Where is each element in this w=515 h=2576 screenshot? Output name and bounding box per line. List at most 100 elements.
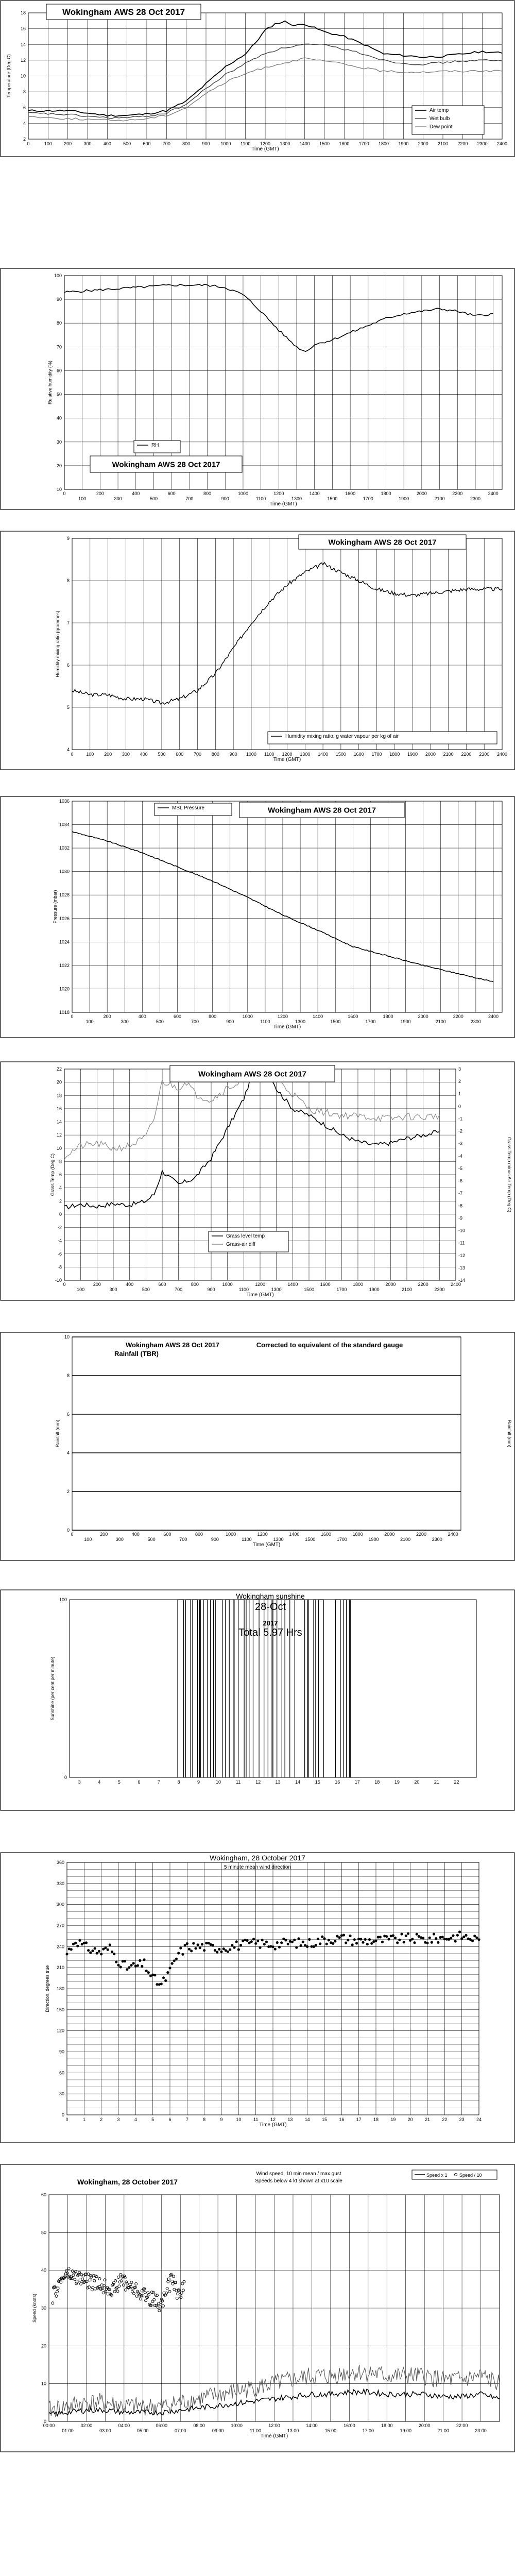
x-tick-label: 200 <box>104 752 112 757</box>
x-tick-label: 900 <box>230 752 237 757</box>
wind-direction-point <box>381 1940 384 1943</box>
x-tick-label: 2100 <box>443 752 454 757</box>
y-tick-label: 2 <box>23 137 26 142</box>
wind-direction-point <box>340 1934 343 1937</box>
x-tick-label: 1700 <box>365 1019 375 1024</box>
y-tick-label: 60 <box>57 368 62 373</box>
wind-direction-point <box>471 1939 474 1942</box>
x-tick-label: 8 <box>203 2117 205 2122</box>
chart-note: Corrected to equivalent of the standard … <box>256 1341 403 1349</box>
x-tick-label: 10 <box>216 1780 221 1785</box>
wind-scaled-point <box>172 2275 175 2278</box>
wind-direction-point <box>205 1941 208 1945</box>
legend-label: Air temp <box>430 108 449 113</box>
x-axis-label: Time (GMT) <box>253 1542 281 1548</box>
chart-date: 28-Oct <box>255 1601 286 1613</box>
wind-scaled-point <box>97 2285 100 2289</box>
x-tick-label: 1700 <box>337 1537 347 1542</box>
wind-direction-point <box>448 1938 451 1941</box>
x-tick-label: 7 <box>158 1780 160 1785</box>
wind-direction-point <box>242 1939 245 1942</box>
wind-scaled-point <box>111 2283 115 2286</box>
wind-direction-point <box>244 1938 247 1942</box>
wind-scaled-point <box>59 2280 63 2284</box>
y-right-tick-label: -10 <box>458 1228 465 1233</box>
wind-scaled-point <box>119 2279 123 2283</box>
y-tick-label: 1030 <box>59 869 70 874</box>
wind-scaled-point <box>178 2289 181 2292</box>
legend-label: Grass level temp <box>226 1233 265 1239</box>
wind-direction-point <box>259 1946 262 1949</box>
sunshine-interval <box>277 1599 282 1777</box>
x-tick-label: 6 <box>138 1780 140 1785</box>
chart-year: 2017 <box>263 1619 278 1627</box>
wind-direction-point <box>454 1940 457 1943</box>
wind-scaled-point <box>88 2285 91 2289</box>
wind-direction-point <box>119 1965 122 1969</box>
wind-direction-point <box>321 1935 324 1938</box>
x-tick-label: 1 <box>83 2117 85 2122</box>
x-tick-label: 500 <box>123 141 131 146</box>
chart-title: Wokingham AWS 28 Oct 2017 <box>112 460 220 469</box>
wind-direction-point <box>65 1953 68 1956</box>
wind-scaled-point <box>168 2290 171 2293</box>
wind-scaled-point <box>65 2272 69 2275</box>
legend-box <box>208 1231 289 1252</box>
chart-note: Speeds below 4 kt shown at x10 scale <box>255 2178 342 2184</box>
y-right-tick-label: -3 <box>458 1141 462 1146</box>
x-tick-label: 19 <box>394 1780 400 1785</box>
wind-scaled-point <box>68 2275 72 2278</box>
plot-area <box>72 801 503 1013</box>
y-tick-label: 12 <box>57 1132 62 1138</box>
wind-scaled-point <box>133 2285 137 2289</box>
wind-scaled-point <box>81 2274 85 2278</box>
wind-direction-point <box>303 1944 307 1947</box>
y-tick-label: 240 <box>57 1944 64 1949</box>
y-right-tick-label: 3 <box>458 1066 461 1072</box>
y-tick-label: 270 <box>57 1923 64 1928</box>
y-tick-label: 50 <box>57 392 62 397</box>
x-tick-label: 1500 <box>305 1537 315 1542</box>
wind-direction-point <box>385 1935 388 1938</box>
x-tick-label: 1100 <box>242 1537 251 1542</box>
wind-scaled-point <box>79 2282 82 2285</box>
x-tick-label: 1500 <box>304 1287 314 1292</box>
wind-direction-point <box>413 1941 416 1944</box>
x-tick-label: 11:00 <box>250 2428 261 2433</box>
x-tick-label: 600 <box>176 752 183 757</box>
x-tick-label: 0 <box>71 752 73 757</box>
wind-direction-point <box>422 1937 425 1940</box>
y-right-tick-label: -6 <box>458 1178 462 1183</box>
wind-scaled-point <box>64 2272 67 2276</box>
wind-direction-point <box>170 1962 174 1965</box>
wind-scaled-point <box>101 2286 105 2290</box>
wind-scaled-point <box>78 2270 81 2274</box>
x-tick-label: 2300 <box>432 1537 442 1542</box>
y-tick-label: -10 <box>55 1278 62 1283</box>
x-tick-label: 0 <box>65 2117 68 2122</box>
x-tick-label: 900 <box>211 1537 219 1542</box>
temperature-chart-panel: 2 4 6 8 10 12 14 16 18 0 100 200 300 400 500 600 700 800 9… <box>0 0 515 157</box>
x-tick-label: 2100 <box>400 1537 410 1542</box>
wind-direction-point <box>409 1939 412 1942</box>
x-tick-label: 1400 <box>289 1532 299 1537</box>
wind-scaled-point <box>114 2279 117 2282</box>
x-tick-label: 200 <box>100 1532 108 1537</box>
y-tick-label: 4 <box>59 1185 62 1191</box>
x-axis-label: Time (GMT) <box>269 501 297 507</box>
pressure-chart: 1018 1020 1022 1024 1026 1028 1030 1032 1034 1036… <box>0 796 515 1038</box>
wind-direction-point <box>95 1952 98 1955</box>
wind-direction-point <box>246 1939 249 1942</box>
wind-direction-point <box>374 1939 377 1942</box>
wind-scaled-point <box>169 2273 173 2276</box>
wind-direction-point <box>130 1964 133 1967</box>
y-tick-label: 5 <box>67 705 70 710</box>
x-tick-label: 05:00 <box>137 2428 149 2433</box>
sunshine-interval <box>177 1599 184 1777</box>
pressure-line <box>72 831 494 982</box>
wind-direction-point <box>207 1942 210 1945</box>
wind-direction-point <box>389 1935 392 1938</box>
x-tick-label: 1500 <box>319 141 330 146</box>
wind-scaled-point <box>88 2278 92 2282</box>
wind-direction-point <box>74 1941 77 1944</box>
